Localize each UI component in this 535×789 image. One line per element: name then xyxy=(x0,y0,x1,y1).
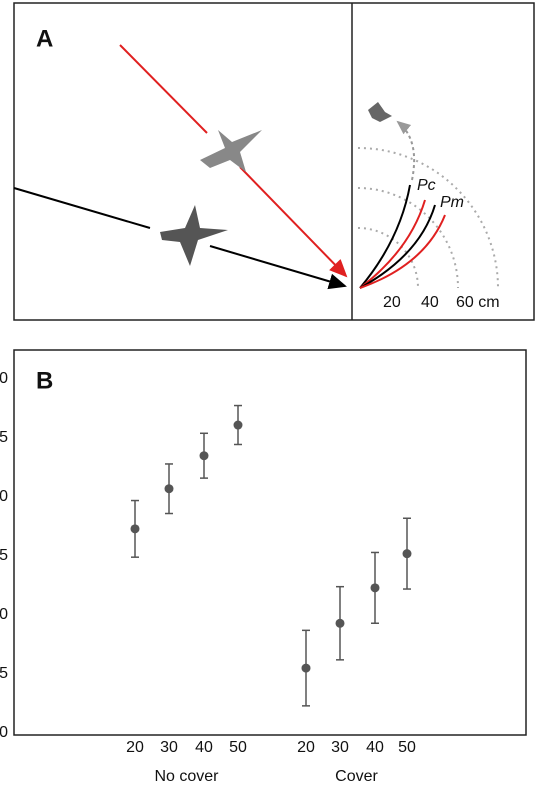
y-tick-label: 5 xyxy=(0,547,8,564)
y-tick-label: 5 xyxy=(0,665,8,682)
bird-silhouette xyxy=(368,102,392,122)
y-tick-label: 0 xyxy=(0,370,8,387)
x-tick-label: 30 xyxy=(160,739,178,756)
y-tick-label: 5 xyxy=(0,429,8,446)
y-tick-label: 0 xyxy=(0,606,8,623)
panel-a: A Pc Pm 20 40 60 cm xyxy=(13,2,535,321)
bird-silhouette xyxy=(200,130,262,172)
panel-label: B xyxy=(36,367,53,394)
distance-arcs xyxy=(357,147,499,289)
curve-pm-red xyxy=(359,214,446,289)
curve-label: Pm xyxy=(440,194,464,211)
bird-silhouette xyxy=(160,205,228,266)
x-tick-label: 50 xyxy=(398,739,416,756)
escape-arrow xyxy=(396,120,416,181)
point xyxy=(164,484,174,494)
x-tick-label: 50 xyxy=(229,739,247,756)
point xyxy=(199,451,209,461)
point xyxy=(335,618,345,628)
y-tick-label: 0 xyxy=(0,724,8,741)
group-label: No cover xyxy=(154,768,219,785)
panel-label: A xyxy=(36,25,53,52)
red-path xyxy=(239,166,348,278)
x-tick-label: 20 xyxy=(126,739,144,756)
point xyxy=(370,583,380,593)
panel-frame xyxy=(13,2,535,321)
x-tick-label: 40 xyxy=(366,739,384,756)
x-tick-label: 40 xyxy=(195,739,213,756)
black-path xyxy=(13,187,151,229)
y-tick-label: 0 xyxy=(0,488,8,505)
point xyxy=(301,663,311,673)
distance-label: 20 xyxy=(383,294,401,311)
distance-label: 60 cm xyxy=(456,294,500,311)
curve-pc-red xyxy=(359,199,426,289)
curve-pm xyxy=(359,204,436,289)
red-path xyxy=(119,44,208,134)
x-tick-label: 30 xyxy=(331,739,349,756)
group-label: Cover xyxy=(335,768,378,785)
x-tick-label: 20 xyxy=(297,739,315,756)
black-path xyxy=(209,245,347,290)
point xyxy=(402,549,412,559)
point xyxy=(233,420,243,430)
curve-pc xyxy=(359,184,411,289)
point xyxy=(130,524,140,534)
curve-label: Pc xyxy=(417,177,436,194)
plot-frame xyxy=(13,349,527,736)
distance-label: 40 xyxy=(421,294,439,311)
